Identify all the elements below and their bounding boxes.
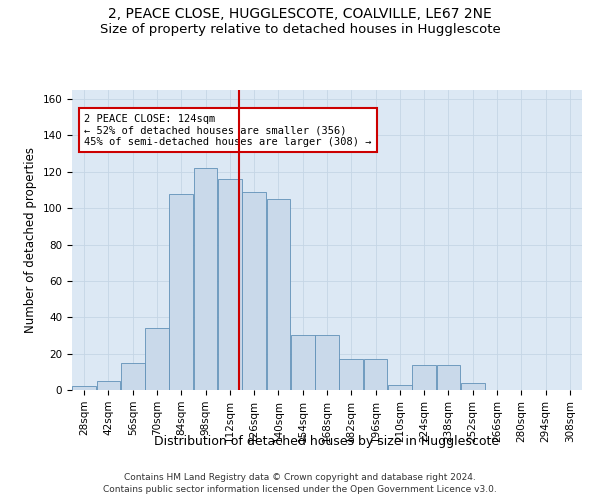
Bar [315,336,339,390]
Bar [194,168,217,390]
Text: 2 PEACE CLOSE: 124sqm
← 52% of detached houses are smaller (356)
45% of semi-det: 2 PEACE CLOSE: 124sqm ← 52% of detached … [84,114,371,147]
Bar [388,384,412,390]
Bar [242,192,266,390]
Bar [218,179,242,390]
Bar [340,359,363,390]
Bar [169,194,193,390]
Bar [461,382,485,390]
Bar [145,328,169,390]
Bar [437,364,460,390]
Text: Distribution of detached houses by size in Hugglescote: Distribution of detached houses by size … [154,435,500,448]
Bar [291,336,314,390]
Bar [97,381,121,390]
Bar [266,199,290,390]
Bar [412,364,436,390]
Text: Contains HM Land Registry data © Crown copyright and database right 2024.: Contains HM Land Registry data © Crown c… [124,472,476,482]
Text: Size of property relative to detached houses in Hugglescote: Size of property relative to detached ho… [100,22,500,36]
Bar [364,359,388,390]
Bar [121,362,145,390]
Y-axis label: Number of detached properties: Number of detached properties [24,147,37,333]
Text: 2, PEACE CLOSE, HUGGLESCOTE, COALVILLE, LE67 2NE: 2, PEACE CLOSE, HUGGLESCOTE, COALVILLE, … [108,8,492,22]
Text: Contains public sector information licensed under the Open Government Licence v3: Contains public sector information licen… [103,485,497,494]
Bar [72,386,96,390]
